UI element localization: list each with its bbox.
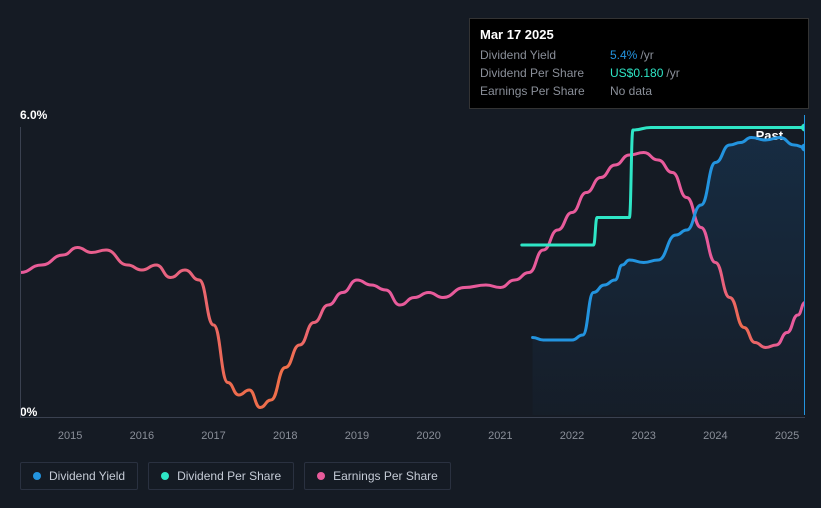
y-axis-line <box>20 127 21 417</box>
x-tick-label: 2018 <box>273 430 297 442</box>
x-tick-label: 2022 <box>560 430 584 442</box>
tooltip-row-value: US$0.180 <box>610 64 663 82</box>
tooltip-row-label: Dividend Per Share <box>480 64 610 82</box>
x-tick-label: 2020 <box>416 430 440 442</box>
x-tick-label: 2019 <box>345 430 369 442</box>
tooltip-row-label: Earnings Per Share <box>480 82 610 100</box>
legend-label: Dividend Per Share <box>177 469 281 483</box>
x-tick-label: 2024 <box>703 430 727 442</box>
dividend-chart: Mar 17 2025 Dividend Yield5.4%/yrDividen… <box>0 0 821 508</box>
tooltip-row-unit: /yr <box>640 46 653 64</box>
tooltip-row: Earnings Per ShareNo data <box>480 82 798 100</box>
plot-area <box>20 115 805 415</box>
dividend-yield-area <box>533 138 805 416</box>
tooltip-row: Dividend Per ShareUS$0.180/yr <box>480 64 798 82</box>
legend-item[interactable]: Dividend Yield <box>20 462 138 490</box>
x-tick-label: 2023 <box>631 430 655 442</box>
legend-dot-icon <box>33 472 41 480</box>
legend-label: Dividend Yield <box>49 469 125 483</box>
legend-dot-icon <box>317 472 325 480</box>
x-tick-label: 2021 <box>488 430 512 442</box>
tooltip-row-label: Dividend Yield <box>480 46 610 64</box>
x-tick-label: 2015 <box>58 430 82 442</box>
chart-legend: Dividend Yield Dividend Per Share Earnings… <box>20 462 451 490</box>
tooltip-row: Dividend Yield5.4%/yr <box>480 46 798 64</box>
x-tick-label: 2025 <box>775 430 799 442</box>
tooltip-row-value: 5.4% <box>610 46 637 64</box>
x-axis-line <box>20 417 805 418</box>
x-axis: 2015 2016 2017 2018 2019 2020 2021 2022 2023 2024… <box>20 430 805 450</box>
legend-item[interactable]: Earnings Per Share <box>304 462 451 490</box>
x-tick-label: 2017 <box>201 430 225 442</box>
x-tick-label: 2016 <box>130 430 154 442</box>
tooltip-date: Mar 17 2025 <box>480 27 798 42</box>
tooltip-row-value: No data <box>610 82 652 100</box>
tooltip-row-unit: /yr <box>666 64 679 82</box>
chart-tooltip: Mar 17 2025 Dividend Yield5.4%/yrDividen… <box>469 18 809 109</box>
legend-label: Earnings Per Share <box>333 469 438 483</box>
legend-item[interactable]: Dividend Per Share <box>148 462 294 490</box>
legend-dot-icon <box>161 472 169 480</box>
